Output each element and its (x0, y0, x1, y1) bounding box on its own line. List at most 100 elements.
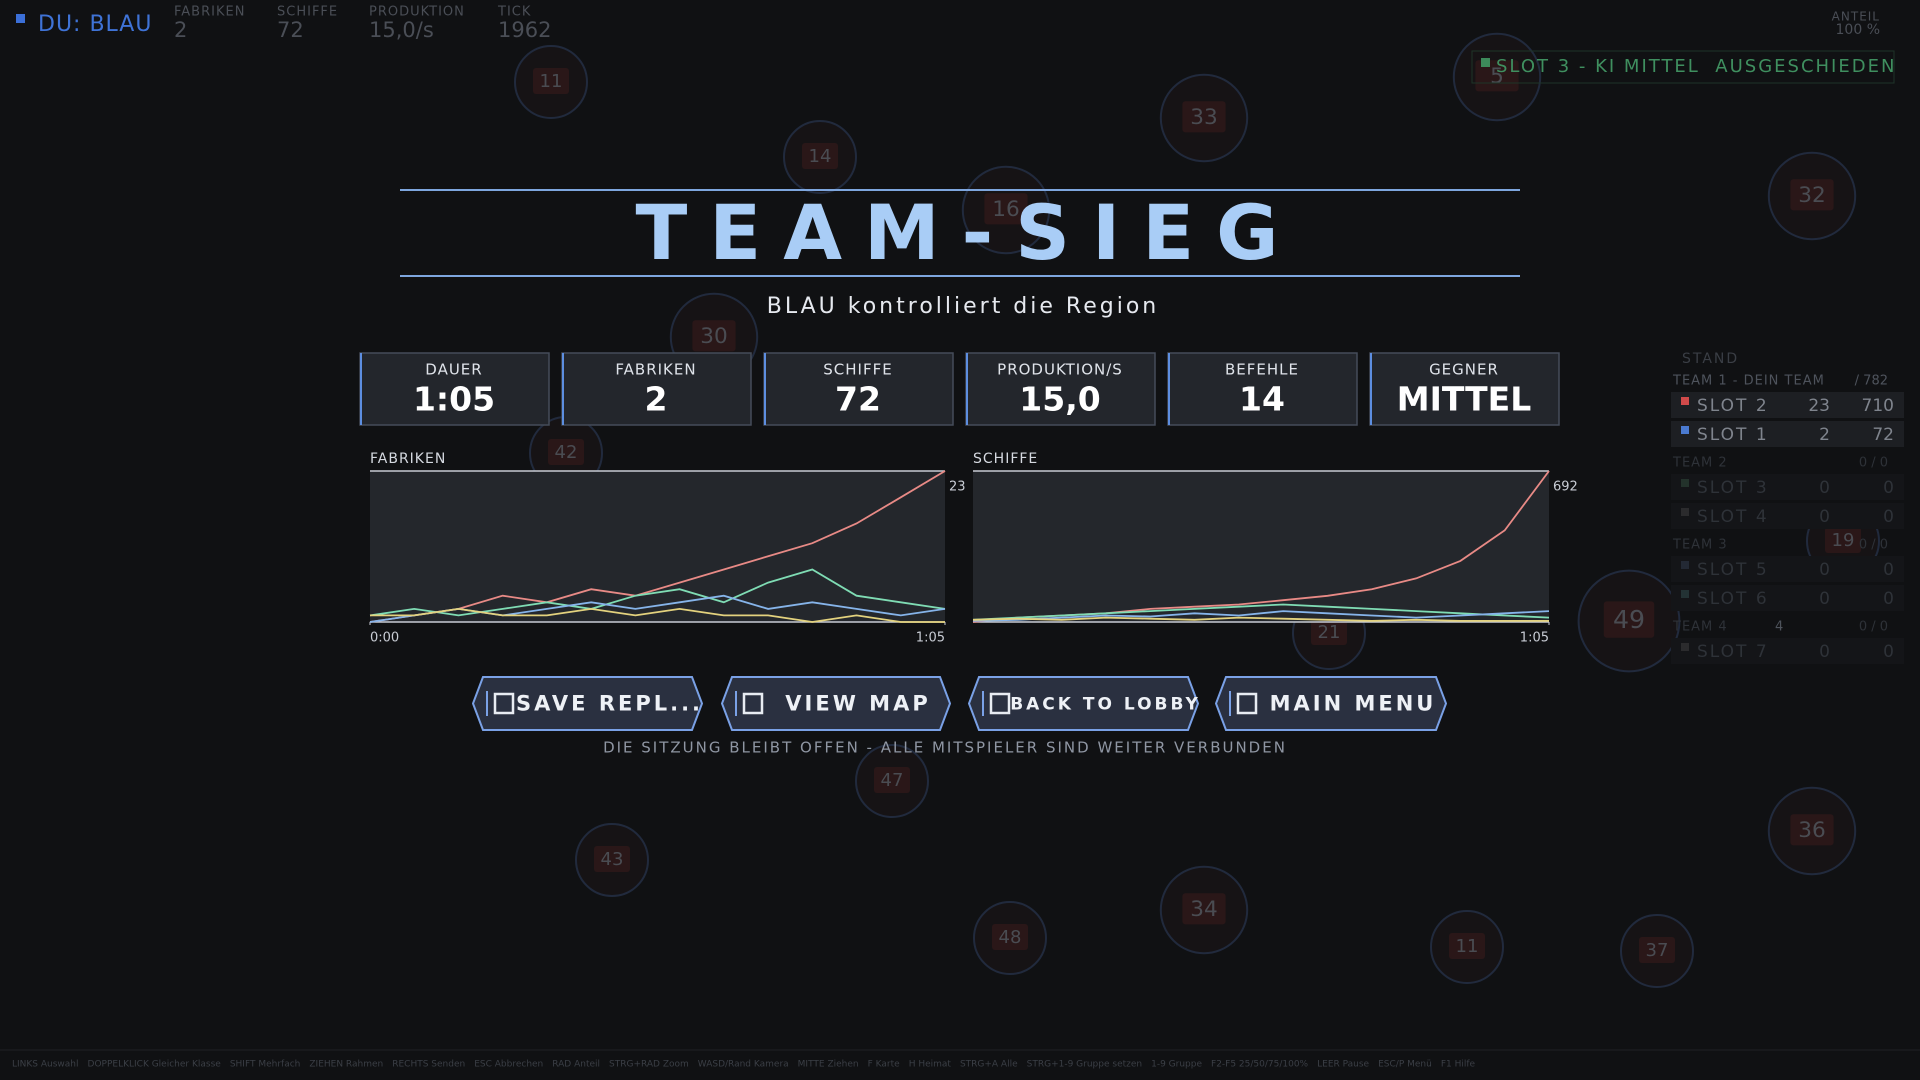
stat-label: PRODUKTION/S (997, 361, 1123, 379)
map-node-label: 30 (700, 324, 727, 349)
map-node-label: 47 (881, 770, 904, 791)
factory-icon (802, 143, 838, 169)
slot-ships: 0 (1883, 478, 1894, 498)
factory-icon (984, 193, 1028, 225)
stat-value: 15,0 (1019, 380, 1100, 419)
slot-factories: 0 (1819, 478, 1830, 498)
map-node-label: 21 (1318, 622, 1341, 643)
factory-icon (548, 439, 584, 465)
stat-label: BEFEHLE (1225, 361, 1299, 379)
key-hint: H Heimat (909, 1060, 952, 1070)
slot-ships: 0 (1883, 507, 1894, 527)
factory-icon (1182, 893, 1226, 925)
key-hint: ZIEHEN Rahmen (309, 1060, 383, 1070)
button-label: SAVE REPL... (516, 692, 703, 716)
factory-icon (1603, 601, 1655, 638)
stat-box (965, 352, 1156, 426)
team-name: TEAM 2 (1672, 456, 1728, 471)
hud-stat-label: FABRIKEN (174, 5, 245, 20)
slot-row (1671, 503, 1904, 529)
player-name: DU: BLAU (38, 12, 152, 37)
stat-box (359, 352, 550, 426)
key-hint: WASD/Rand Kamera (698, 1060, 789, 1070)
chart-area (973, 471, 1549, 622)
hud-stat-label: PRODUKTION (369, 5, 465, 20)
slot-ships: 72 (1872, 425, 1894, 445)
key-hint: 1-9 Gruppe (1151, 1060, 1202, 1070)
banner-frame (1471, 50, 1895, 84)
team-total: 0 / 0 (1859, 456, 1888, 471)
factory-icon (1449, 933, 1485, 959)
team-name: TEAM 3 (1672, 538, 1728, 553)
team-total: 0 / 0 (1859, 538, 1888, 553)
hud-stat-value: 15,0/s (369, 18, 434, 42)
hud-stat-label: TICK (497, 5, 531, 20)
stat-value: 72 (835, 380, 881, 419)
stat-value: 2 (645, 380, 668, 419)
stat-label: SCHIFFE (823, 361, 892, 379)
factory-icon (992, 924, 1028, 950)
series-line (370, 607, 945, 623)
map-node-label: 42 (555, 442, 578, 463)
slot-factories: 23 (1808, 396, 1830, 416)
map-node-label: 49 (1613, 605, 1645, 634)
slot-ships: 710 (1862, 396, 1894, 416)
key-hint: MITTE Ziehen (798, 1060, 859, 1070)
key-hint: SHIFT Mehrfach (230, 1060, 301, 1070)
team-extra: 4 (1775, 620, 1783, 635)
slot-color (1681, 479, 1689, 487)
slot-name: SLOT 1 (1697, 425, 1769, 445)
result-subtitle: BLAU kontrolliert die Region (767, 294, 1159, 319)
stat-label: GEGNER (1429, 361, 1499, 379)
button[interactable] (720, 676, 952, 731)
key-hint: STRG+A Alle (960, 1060, 1018, 1070)
button-icon (742, 692, 764, 715)
map-node-label: 33 (1190, 105, 1217, 130)
banner-text: SLOT 3 - KI MITTEL AUSGESCHIEDEN (1496, 56, 1896, 77)
series-line (369, 568, 946, 617)
button[interactable] (967, 676, 1200, 731)
map-node-label: 11 (540, 71, 563, 92)
slot-color (1681, 561, 1689, 569)
map-node-label: 43 (601, 849, 624, 870)
button-label: MAIN MENU (1270, 692, 1437, 716)
team-name: TEAM 1 - DEIN TEAM (1672, 374, 1825, 389)
slot-name: SLOT 3 (1697, 478, 1769, 498)
chart-area (370, 471, 945, 622)
map-node-label: 37 (1646, 940, 1669, 961)
button[interactable] (471, 676, 704, 731)
slot-color (1681, 590, 1689, 598)
map-node-label: 14 (809, 146, 832, 167)
slot-row (1671, 474, 1904, 500)
slot-factories: 0 (1819, 589, 1830, 609)
series-line (972, 616, 1549, 622)
slot-name: SLOT 2 (1697, 396, 1769, 416)
factory-icon (1311, 619, 1347, 645)
x-tick-label: 1:05 (1520, 631, 1549, 646)
factory-icon (594, 846, 630, 872)
map-node-label: 32 (1798, 183, 1825, 208)
ui-layer: FABRIKEN2SCHIFFE72PRODUKTION15,0/sTICK19… (12, 5, 1904, 1070)
key-hint: F Karte (868, 1060, 901, 1070)
factory-icon (1825, 527, 1861, 553)
stat-label: FABRIKEN (615, 361, 696, 379)
factory-icon (1639, 937, 1675, 963)
key-hint: STRG+1-9 Gruppe setzen (1027, 1060, 1142, 1070)
slot-row (1671, 556, 1904, 582)
chart-title: SCHIFFE (973, 451, 1038, 467)
button[interactable] (1214, 676, 1448, 731)
slot-color (1681, 508, 1689, 516)
hud-stat-value: 2 (174, 18, 187, 42)
factory-icon (874, 767, 910, 793)
factory-icon (1790, 179, 1834, 211)
chart-title: FABRIKEN (370, 451, 446, 467)
key-hint: RAD Anteil (552, 1060, 600, 1070)
stat-box (1369, 352, 1560, 426)
series-line (972, 603, 1550, 621)
key-hint: F1 Hilfe (1441, 1060, 1476, 1070)
hud-share-label: ANTEIL (1832, 10, 1880, 24)
factory-icon (1475, 60, 1519, 92)
stat-value: 1:05 (413, 380, 495, 419)
